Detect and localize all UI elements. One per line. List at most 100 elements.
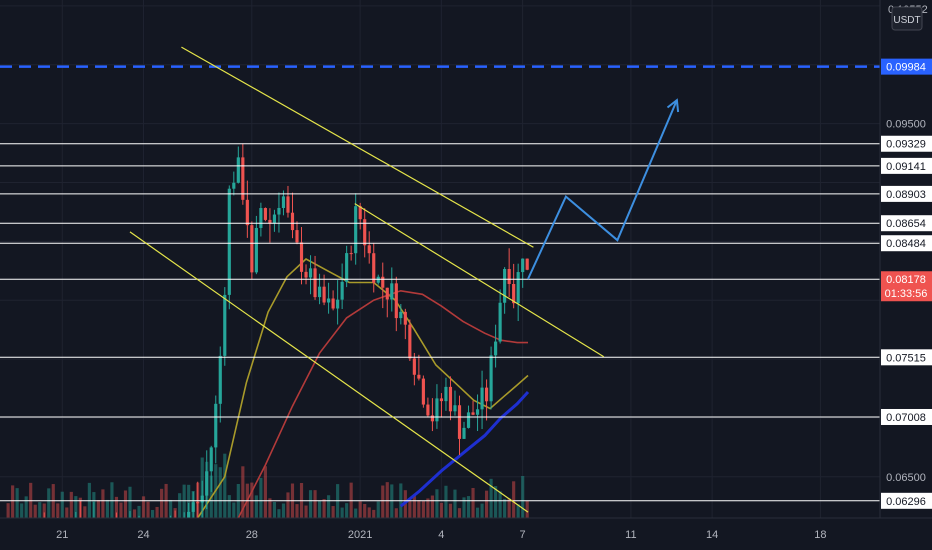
time-tick-7: 14 bbox=[706, 529, 718, 541]
volume-bar-82 bbox=[376, 501, 380, 518]
volume-bar-81 bbox=[372, 509, 376, 518]
level-label-9: 0.06296 bbox=[886, 496, 926, 508]
volume-bar-112 bbox=[512, 481, 516, 518]
moving-averages bbox=[197, 258, 530, 519]
volume-bar-26 bbox=[123, 490, 128, 518]
volume-bar-95 bbox=[435, 489, 439, 518]
currency-button-bg[interactable] bbox=[891, 6, 923, 31]
volume-bar-48 bbox=[223, 453, 227, 518]
volume-bar-11 bbox=[56, 503, 60, 518]
volume-bar-50 bbox=[232, 502, 236, 518]
volume-bar-100 bbox=[457, 508, 462, 518]
candle-body-85 bbox=[390, 283, 394, 300]
candle-body-103 bbox=[471, 412, 475, 415]
volume-bar-24 bbox=[114, 496, 119, 518]
volume-bar-78 bbox=[358, 501, 362, 518]
volume-bar-79 bbox=[363, 503, 367, 518]
volume-bar-52 bbox=[241, 466, 245, 518]
candle-body-83 bbox=[381, 276, 385, 288]
candle-body-97 bbox=[444, 386, 448, 402]
candle-body-70 bbox=[322, 286, 326, 303]
candle-body-50 bbox=[232, 182, 236, 189]
level-label-bg-3 bbox=[881, 185, 932, 202]
level-label-bg-0 bbox=[881, 58, 932, 75]
candle-body-108 bbox=[494, 341, 498, 356]
level-label-3: 0.08903 bbox=[886, 189, 926, 201]
volume-bar-99 bbox=[453, 489, 457, 518]
volume-bar-59 bbox=[272, 501, 277, 518]
candle-body-91 bbox=[417, 374, 421, 379]
candle-body-79 bbox=[363, 219, 367, 246]
volume-bar-17 bbox=[83, 506, 87, 518]
volume-bar-86 bbox=[394, 508, 398, 518]
volume-bar-8 bbox=[42, 503, 46, 518]
volume-bar-12 bbox=[60, 491, 64, 518]
time-tick-3: 2021 bbox=[348, 529, 372, 541]
candle-body-72 bbox=[331, 298, 335, 309]
level-label-bg-9 bbox=[881, 492, 932, 509]
candle-body-105 bbox=[480, 387, 484, 410]
channel-line-0 bbox=[181, 46, 534, 248]
volume-bar-47 bbox=[218, 467, 222, 518]
projection-arrowhead bbox=[666, 98, 680, 113]
candle-body-48 bbox=[223, 294, 227, 356]
volume-bar-55 bbox=[254, 495, 258, 518]
candle-body-112 bbox=[512, 283, 516, 304]
volume-bar-67 bbox=[308, 490, 313, 518]
candle-body-81 bbox=[372, 253, 376, 283]
candle-body-99 bbox=[453, 405, 457, 412]
candle-body-69 bbox=[317, 286, 322, 298]
channel-lines bbox=[129, 46, 605, 513]
moving-average-1 bbox=[237, 289, 528, 519]
volume-bar-89 bbox=[408, 500, 412, 518]
level-label-7: 0.07515 bbox=[886, 352, 926, 364]
level-label-0: 0.09984 bbox=[886, 62, 926, 74]
time-tick-2: 28 bbox=[246, 529, 258, 541]
candlesticks bbox=[6, 143, 529, 550]
current-price-bg bbox=[881, 271, 932, 302]
candle-body-40 bbox=[187, 511, 191, 521]
volume-bar-39 bbox=[182, 484, 186, 518]
volume-bar-29 bbox=[137, 505, 141, 518]
volume-bar-28 bbox=[132, 509, 137, 518]
volume-bar-108 bbox=[494, 486, 498, 518]
time-tick-8: 18 bbox=[814, 529, 826, 541]
candle-body-92 bbox=[421, 378, 425, 405]
currency-button[interactable]: USDT bbox=[891, 6, 923, 31]
candle-body-114 bbox=[521, 258, 525, 273]
volume-bar-23 bbox=[110, 482, 114, 518]
volume-bar-102 bbox=[466, 496, 471, 518]
time-tick-1: 24 bbox=[137, 529, 149, 541]
candle-body-49 bbox=[227, 188, 231, 295]
projection-path bbox=[527, 98, 680, 280]
volume-bar-83 bbox=[381, 485, 385, 518]
candle-body-58 bbox=[268, 219, 272, 224]
volume-bar-107 bbox=[489, 478, 493, 518]
volume-bar-40 bbox=[187, 484, 191, 518]
volume-bar-34 bbox=[160, 488, 164, 518]
volume-bar-70 bbox=[322, 499, 326, 518]
volume-bar-21 bbox=[101, 489, 105, 518]
channel-line-2 bbox=[354, 203, 605, 358]
candle-body-60 bbox=[277, 207, 281, 215]
volume-bar-13 bbox=[65, 507, 69, 518]
volume-bar-97 bbox=[444, 485, 448, 518]
candle-body-76 bbox=[349, 253, 353, 255]
volume-bar-84 bbox=[385, 482, 389, 518]
level-label-bg-4 bbox=[881, 215, 932, 232]
candle-body-80 bbox=[367, 245, 371, 254]
currency-button-label[interactable]: USDT bbox=[893, 15, 920, 26]
current-price-countdown: 01:33:56 bbox=[885, 288, 928, 300]
level-label-8: 0.07008 bbox=[886, 412, 926, 424]
volume-bar-56 bbox=[259, 477, 263, 518]
candle-body-102 bbox=[466, 412, 471, 428]
volume-bar-80 bbox=[367, 507, 371, 518]
grid bbox=[0, 0, 880, 518]
candle-body-57 bbox=[263, 208, 267, 220]
volume-bar-106 bbox=[484, 490, 489, 518]
volume-bar-36 bbox=[169, 499, 173, 518]
volume-bar-33 bbox=[155, 506, 159, 518]
volume-bar-66 bbox=[304, 505, 308, 518]
candle-body-62 bbox=[286, 196, 290, 213]
